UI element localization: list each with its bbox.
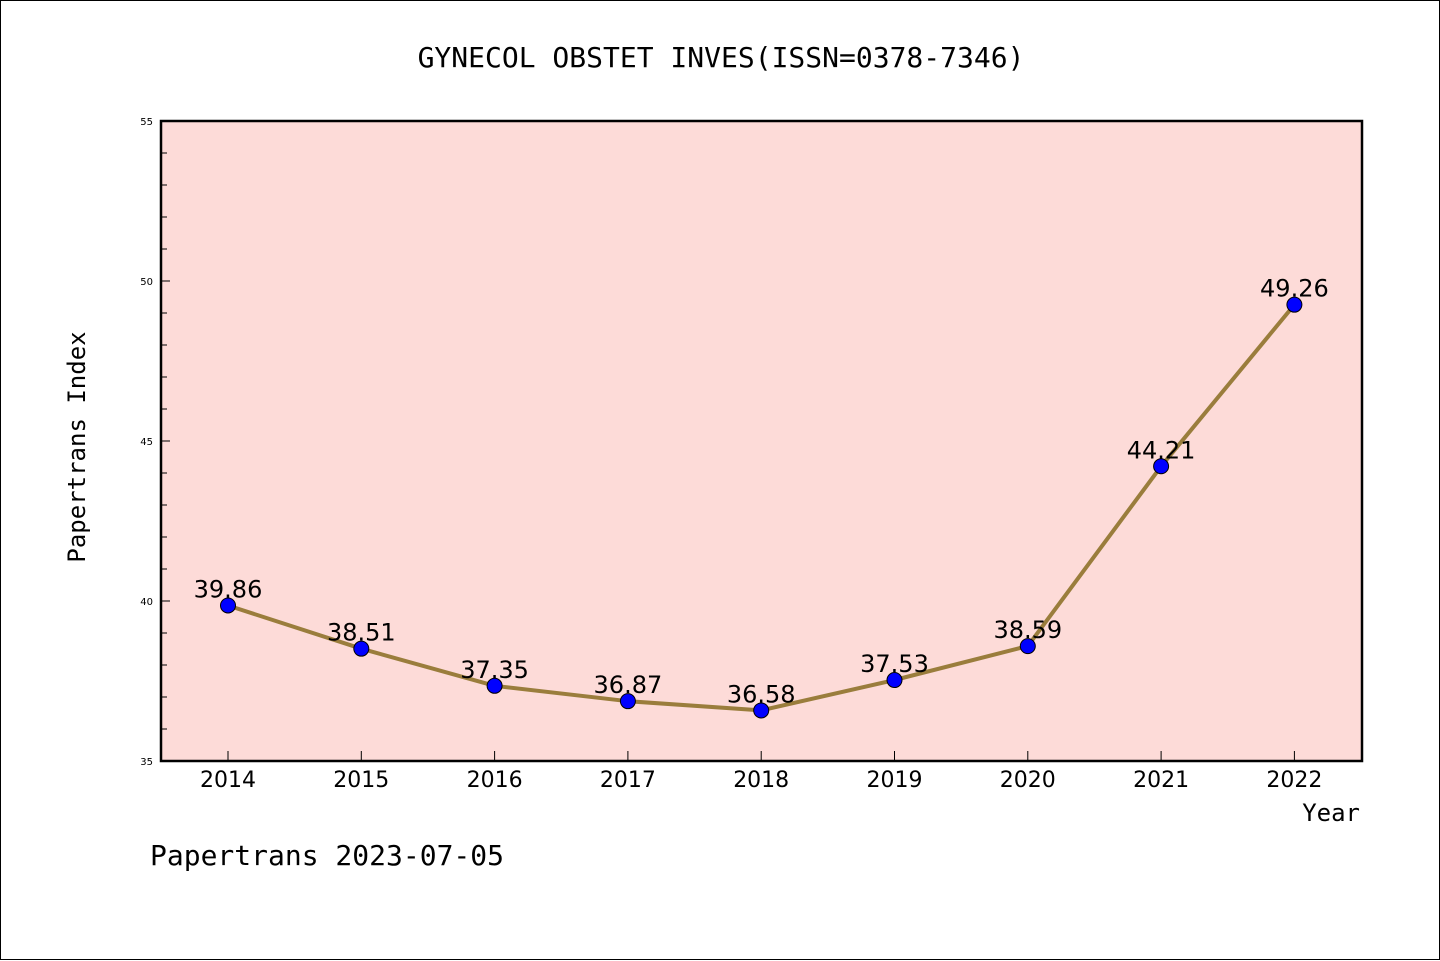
y-axis-label: Papertrans Index bbox=[63, 331, 91, 562]
x-tick-label: 2022 bbox=[1266, 768, 1322, 793]
x-tick-label: 2019 bbox=[867, 768, 923, 793]
data-point-2017 bbox=[619, 693, 636, 710]
data-label-2014: 39.86 bbox=[194, 575, 263, 603]
x-tick-label: 2021 bbox=[1133, 768, 1189, 793]
x-axis-label: Year bbox=[1302, 799, 1360, 827]
data-label-2022: 49.26 bbox=[1260, 275, 1329, 303]
y-tick-labels: 35 40 45 50 55 bbox=[140, 117, 153, 768]
x-tick-label: 2017 bbox=[600, 768, 656, 793]
y-tick-label: 55 bbox=[140, 117, 153, 128]
x-ticks bbox=[227, 751, 1295, 761]
x-tick-label: 2015 bbox=[333, 768, 389, 793]
data-point-2016 bbox=[486, 677, 503, 694]
data-label-2018: 36.58 bbox=[727, 680, 796, 708]
x-tick-label: 2016 bbox=[467, 768, 523, 793]
footer-text: Papertrans 2023-07-05 bbox=[150, 839, 504, 872]
x-tick-label: 2020 bbox=[1000, 768, 1056, 793]
chart-title: GYNECOL OBSTET INVES(ISSN=0378-7346) bbox=[418, 41, 1025, 74]
data-label-2015: 38.51 bbox=[327, 619, 396, 647]
data-point-2019 bbox=[886, 672, 903, 689]
y-tick-label: 45 bbox=[140, 437, 153, 448]
plot-border bbox=[159, 119, 1364, 763]
y-tick-label: 50 bbox=[140, 277, 153, 288]
data-label-2020: 38.59 bbox=[993, 616, 1062, 644]
data-point-2014 bbox=[220, 597, 236, 614]
data-label-2017: 36.87 bbox=[594, 671, 663, 699]
data-point-2020 bbox=[1019, 638, 1036, 655]
data-point-2021 bbox=[1153, 458, 1170, 475]
data-labels: 39.86 38.51 37.35 36.87 36.58 37.53 38.59 44.21… bbox=[194, 275, 1329, 709]
x-tick-label: 2018 bbox=[733, 768, 789, 793]
data-label-2021: 44.21 bbox=[1127, 436, 1196, 464]
data-point-2018 bbox=[753, 702, 770, 719]
y-tick-label: 40 bbox=[140, 597, 153, 608]
x-tick-labels: 2014 2015 2016 2017 2018 2019 2020 2021 2022 bbox=[200, 768, 1322, 793]
y-tick-label: 35 bbox=[140, 757, 153, 768]
x-tick-label: 2014 bbox=[200, 768, 256, 793]
data-label-2019: 37.53 bbox=[860, 650, 929, 678]
data-markers bbox=[220, 296, 1303, 719]
data-point-2022 bbox=[1286, 296, 1303, 313]
data-point-2015 bbox=[353, 640, 370, 657]
data-label-2016: 37.35 bbox=[460, 656, 529, 684]
